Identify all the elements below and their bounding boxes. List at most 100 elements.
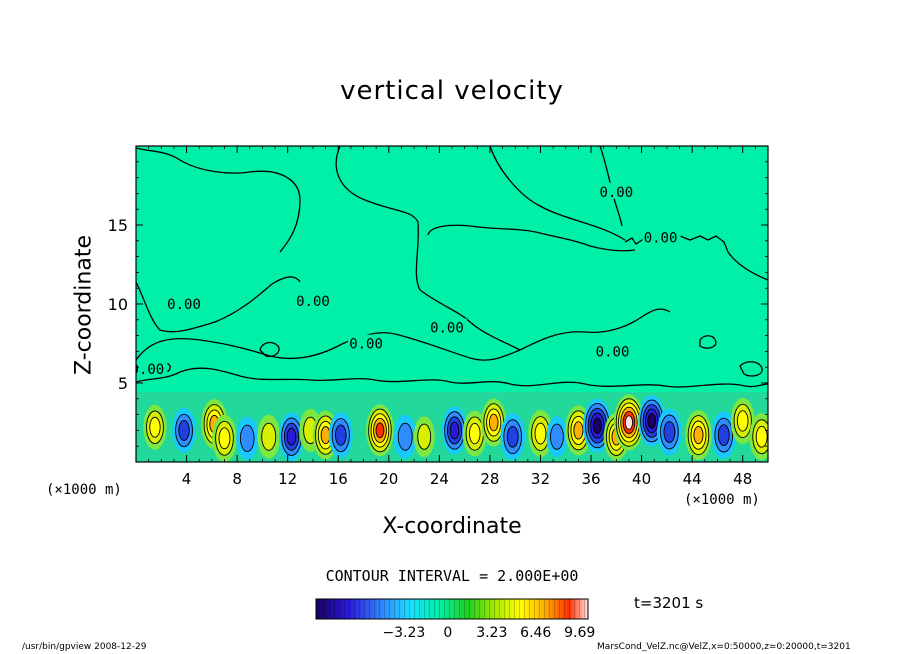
contour-labels: 0.00 0.00 0.00 0.00 0.00 0.00 0.00 0.00	[136, 182, 681, 378]
cell-level	[755, 425, 768, 448]
updraft-cell	[730, 397, 755, 444]
y-tick-label: 5	[118, 374, 128, 393]
contour-label-bg	[428, 318, 467, 335]
cell-level	[397, 422, 413, 451]
cell-level	[624, 415, 634, 430]
x-tick-label: 16	[329, 470, 348, 488]
updraft-cell	[257, 414, 281, 459]
downdraft-cell	[236, 416, 259, 460]
x-tick-label: 20	[379, 470, 398, 488]
contour-line	[335, 146, 521, 351]
x-tick-label: 12	[278, 470, 297, 488]
updraft-cell	[613, 394, 644, 451]
x-tick-label: 36	[581, 470, 600, 488]
contour-line	[136, 276, 301, 333]
contour-label: 0.00	[349, 337, 383, 353]
contour-label-bg	[348, 334, 387, 351]
contour-label-bg	[294, 291, 333, 308]
cell-level	[261, 422, 277, 451]
contour-label-bg	[166, 295, 205, 311]
contour-label-bg	[136, 359, 168, 376]
contour-label: 0.00	[167, 297, 201, 313]
x-tick-label: 48	[733, 470, 752, 488]
downdraft-cell	[328, 412, 353, 459]
colorbar-tick-labels: −3.23 0 3.23 6.46 9.69	[382, 625, 595, 641]
colorbar-tick-label: 0	[443, 625, 452, 641]
x-tick-label: 44	[683, 470, 702, 488]
downdraft-cell	[657, 408, 682, 456]
contour-label-bg	[594, 342, 633, 359]
cell-level	[506, 425, 519, 448]
contour-line	[519, 308, 671, 351]
downdraft-cell	[441, 406, 468, 455]
colorbar-divisions	[316, 599, 588, 619]
cell-level	[218, 427, 231, 450]
cell-level	[286, 427, 297, 446]
x-tick-label: 8	[232, 470, 242, 488]
cell-level	[449, 421, 460, 440]
contour-line	[136, 367, 768, 388]
cell-level	[320, 426, 331, 445]
cell-level	[468, 422, 481, 445]
contour-line	[136, 147, 301, 253]
contour-label-bg	[642, 228, 681, 245]
downdraft-cell	[546, 416, 568, 458]
footer-command: /usr/bin/gpview 2008-12-29	[22, 642, 147, 652]
colorbar-tick-label: 9.69	[564, 625, 595, 641]
colorbar-tick-label: 6.46	[520, 625, 551, 641]
cell-level	[239, 424, 255, 452]
velocity-cells	[143, 394, 768, 462]
y-axis-label: Z-coordinate	[71, 235, 97, 375]
cell-level	[178, 419, 190, 441]
updraft-cell	[528, 410, 553, 458]
contour-line	[427, 224, 636, 252]
colorbar-tick-label: −3.23	[382, 625, 425, 641]
cell-level	[550, 423, 564, 450]
x-tick-label: 40	[632, 470, 651, 488]
zero-contours	[136, 146, 768, 388]
updraft-cell	[212, 414, 237, 462]
contour-line	[259, 341, 280, 358]
contour-label: 0.00	[644, 231, 678, 247]
updraft-cell	[413, 416, 435, 458]
updraft-cell	[685, 410, 712, 461]
colorbar: −3.23 0 3.23 6.46 9.69	[315, 598, 595, 641]
contour-interval-label: CONTOUR INTERVAL = 2.000E+00	[325, 567, 579, 585]
footer-source: MarsCond_VelZ.nc@VelZ,x=0:50000,z=0:2000…	[597, 642, 851, 652]
contour-label: 0.00	[296, 294, 330, 310]
contour-label: 0.00	[596, 344, 630, 360]
cell-level	[647, 413, 657, 429]
time-label: t=3201 s	[634, 594, 704, 612]
contour-line	[699, 335, 717, 349]
cell-level	[736, 410, 749, 432]
updraft-cell	[366, 404, 394, 457]
cell-level	[375, 422, 385, 439]
cell-level	[693, 425, 704, 445]
contour-line	[136, 332, 521, 361]
colorbar-tick-label: 3.23	[476, 625, 507, 641]
cell-level	[592, 417, 602, 434]
cell-level	[488, 413, 499, 432]
x-unit-right: (×1000 m)	[684, 492, 760, 508]
updraft-cell	[749, 413, 768, 461]
y-axis: 5 10 15	[108, 161, 768, 447]
downdraft-cell	[711, 411, 737, 459]
cell-level	[149, 416, 161, 438]
cell-level	[573, 421, 584, 440]
cell-level	[534, 422, 547, 445]
x-axis: 4 8 12 16 20 24 28 32 36 40 44 48	[148, 146, 756, 488]
contour-line	[739, 361, 763, 377]
x-axis-label: X-coordinate	[382, 514, 522, 539]
x-tick-label: 24	[430, 470, 449, 488]
y-tick-label: 15	[108, 216, 128, 235]
y-tick-label: 10	[108, 295, 128, 314]
cell-level	[717, 424, 730, 447]
contour-line	[489, 146, 626, 241]
downdraft-cell	[172, 407, 196, 453]
contour-label-bg	[598, 182, 637, 199]
cell-level	[417, 423, 432, 450]
updraft-cell	[481, 398, 507, 447]
downdraft-cell	[500, 413, 525, 461]
colorbar-frame	[315, 598, 589, 620]
contour-label: 0.00	[599, 185, 633, 201]
